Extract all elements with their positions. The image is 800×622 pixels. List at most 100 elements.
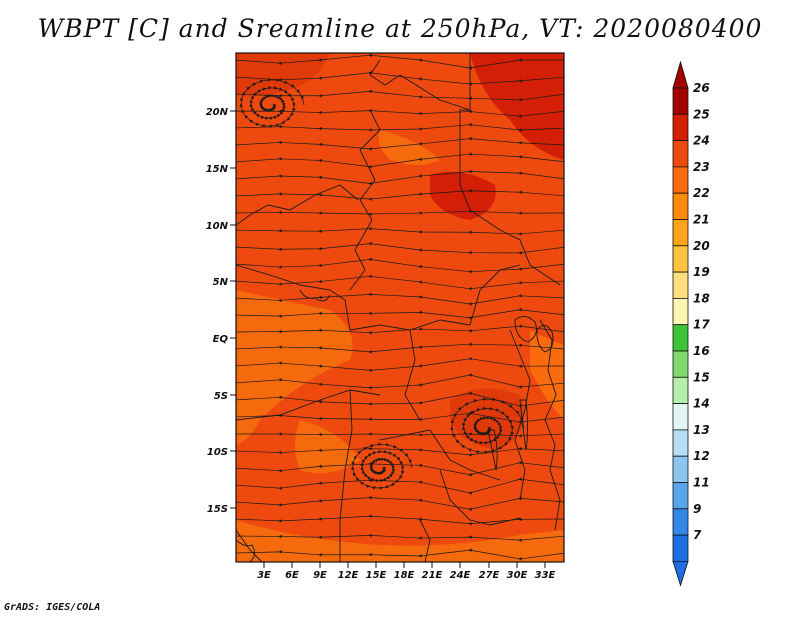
lon-label: 15E bbox=[366, 570, 387, 581]
streamline bbox=[236, 188, 564, 201]
lat-tick-5N: 5N bbox=[213, 277, 236, 288]
lon-tick-3E: 3E bbox=[257, 562, 271, 581]
colorbar-label: 16 bbox=[693, 344, 710, 358]
colorbar-swatch bbox=[672, 324, 689, 352]
lat-label: EQ bbox=[213, 334, 229, 345]
colorbar-swatch bbox=[672, 113, 689, 142]
lat-tick-10N: 10N bbox=[206, 221, 236, 232]
lon-tick-30E: 30E bbox=[507, 562, 528, 581]
colorbar-label: 9 bbox=[693, 502, 701, 516]
colorbar-label: 20 bbox=[693, 239, 710, 253]
streamline bbox=[236, 136, 564, 151]
lat-tick-15S: 15S bbox=[207, 504, 236, 515]
streamline bbox=[236, 356, 564, 373]
colorbar-swatch bbox=[672, 245, 689, 273]
colorbar-swatch bbox=[672, 534, 689, 562]
colorbar-label: 17 bbox=[693, 318, 710, 332]
lon-tick-6E: 6E bbox=[285, 562, 299, 581]
lat-tick-20N: 20N bbox=[206, 107, 236, 118]
streamline bbox=[236, 152, 564, 169]
lat-tick-10S: 10S bbox=[207, 447, 236, 458]
lat-label: 5S bbox=[214, 391, 228, 402]
streamline bbox=[236, 373, 564, 390]
lat-tick-15N: 15N bbox=[206, 164, 236, 175]
streamline bbox=[450, 397, 525, 454]
lat-label: 15S bbox=[207, 504, 228, 515]
map-frame bbox=[235, 52, 565, 563]
colorbar-label: 22 bbox=[693, 186, 710, 200]
colorbar-label: 26 bbox=[693, 81, 710, 95]
colorbar-swatch bbox=[672, 166, 689, 194]
colorbar-top-arrow bbox=[672, 60, 689, 89]
colorbar-label: 11 bbox=[693, 476, 710, 490]
lon-label: 27E bbox=[479, 570, 500, 581]
lon-label: 30E bbox=[507, 570, 528, 581]
lakes bbox=[487, 316, 554, 471]
streamline bbox=[351, 442, 413, 490]
colorbar-swatch bbox=[672, 271, 689, 299]
colorbar-swatch bbox=[672, 429, 689, 457]
streamline bbox=[236, 257, 564, 274]
lat-label: 10S bbox=[207, 447, 228, 458]
lat-label: 20N bbox=[206, 107, 229, 118]
lon-label: 9E bbox=[313, 570, 327, 581]
colorbar-bottom-arrow bbox=[672, 561, 689, 587]
country-borders bbox=[236, 53, 561, 562]
streamline bbox=[236, 342, 564, 354]
streamline bbox=[236, 307, 564, 320]
colorbar-label: 19 bbox=[693, 265, 710, 279]
streamline bbox=[236, 324, 564, 335]
lon-label: 12E bbox=[338, 570, 359, 581]
streamline bbox=[236, 548, 564, 561]
latitude-axis: 20N 15N 10N 5N EQ 5S 10S 15S bbox=[206, 107, 236, 515]
colorbar-swatch bbox=[672, 455, 689, 483]
map-panel bbox=[236, 53, 564, 562]
lat-label: 5N bbox=[213, 277, 229, 288]
lon-label: 3E bbox=[257, 570, 271, 581]
lat-tick-5S: 5S bbox=[214, 391, 236, 402]
lat-label: 15N bbox=[206, 164, 229, 175]
lon-tick-27E: 27E bbox=[479, 562, 500, 581]
lon-tick-9E: 9E bbox=[313, 562, 327, 581]
streamline bbox=[236, 169, 564, 186]
colorbar-label: 24 bbox=[693, 134, 710, 148]
lon-label: 24E bbox=[450, 570, 471, 581]
colorbar: 26 25 24 23 22 21 20 19 18 17 16 15 14 13 12 11 9 7 bbox=[672, 60, 710, 587]
colorbar-swatch bbox=[672, 140, 689, 168]
colorbar-swatch bbox=[672, 482, 689, 510]
colorbar-label: 23 bbox=[693, 160, 710, 174]
streamline bbox=[236, 274, 564, 291]
colorbar-label: 7 bbox=[693, 528, 702, 542]
chart-title: WBPT [C] and Sreamline at 250hPa, VT: 20… bbox=[37, 14, 763, 43]
lon-label: 21E bbox=[422, 570, 443, 581]
colorbar-swatch bbox=[672, 376, 689, 404]
colorbar-swatch bbox=[672, 297, 689, 326]
colorbar-swatch bbox=[672, 350, 689, 378]
colorbar-label: 18 bbox=[693, 291, 710, 305]
lon-tick-15E: 15E bbox=[366, 562, 387, 581]
lat-tick-EQ: EQ bbox=[213, 334, 236, 345]
streamline bbox=[236, 53, 564, 70]
lon-tick-33E: 33E bbox=[535, 562, 556, 581]
colorbar-label: 21 bbox=[693, 213, 710, 227]
colorbar-label: 13 bbox=[693, 423, 710, 437]
streamline bbox=[236, 209, 564, 216]
streamline bbox=[236, 241, 564, 255]
streamline bbox=[236, 533, 564, 542]
lon-label: 33E bbox=[535, 570, 556, 581]
lon-label: 18E bbox=[394, 570, 415, 581]
lon-tick-21E: 21E bbox=[422, 562, 443, 581]
lon-tick-12E: 12E bbox=[338, 562, 359, 581]
streamline bbox=[236, 495, 564, 511]
colorbar-label: 25 bbox=[693, 107, 710, 121]
streamlines bbox=[236, 53, 564, 561]
lon-label: 6E bbox=[285, 570, 299, 581]
longitude-axis: 3E 6E 9E 12E 15E 18E 21E 24E 27E 30E 33E bbox=[257, 562, 556, 581]
colorbar-swatch bbox=[672, 508, 689, 536]
colorbar-label: 14 bbox=[693, 397, 710, 411]
lon-tick-24E: 24E bbox=[450, 562, 471, 581]
footer-credit: GrADS: IGES/COLA bbox=[4, 602, 101, 613]
colorbar-label: 12 bbox=[693, 449, 710, 463]
streamline bbox=[236, 226, 564, 236]
